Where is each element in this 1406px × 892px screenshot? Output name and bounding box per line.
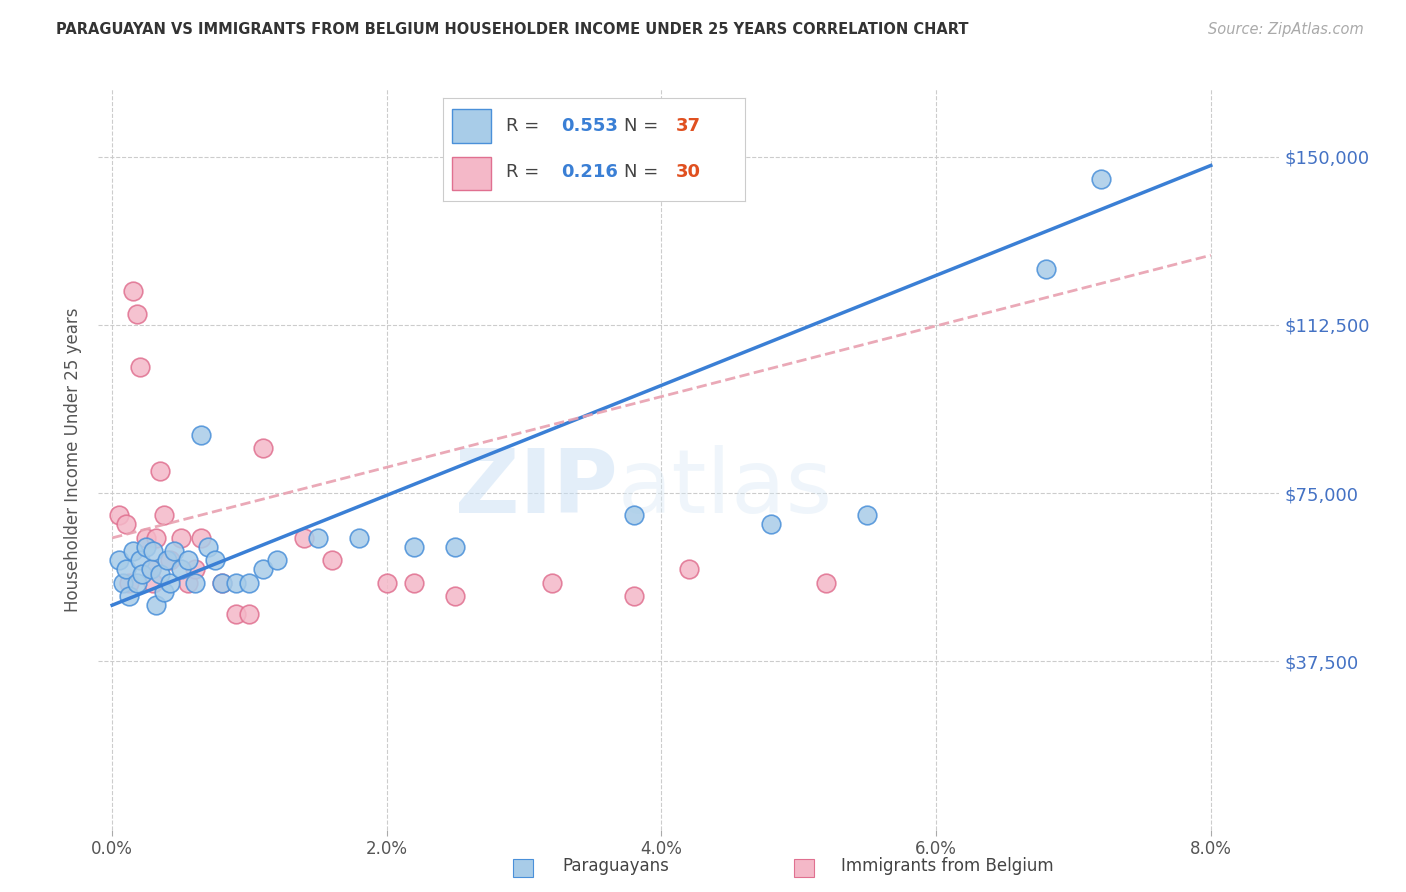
Point [121,284,143,298]
Point [238,607,260,622]
Point [131,566,153,581]
Point [125,575,148,590]
Point [761,517,783,532]
Point [252,441,274,455]
Point [190,531,212,545]
Point [678,562,700,576]
Point [128,553,150,567]
Point [623,508,645,523]
Text: N =: N = [624,118,658,136]
Y-axis label: Householder Income Under 25 years: Householder Income Under 25 years [65,307,83,612]
Point [142,544,165,558]
Text: Paraguayans: Paraguayans [562,857,669,875]
Point [321,553,343,567]
Point [540,575,562,590]
FancyBboxPatch shape [451,157,491,190]
Text: ZIP: ZIP [456,445,619,533]
Point [404,575,426,590]
Point [176,553,198,567]
Point [128,360,150,375]
Text: R =: R = [506,163,540,181]
Point [307,531,329,545]
Point [153,584,176,599]
Point [294,531,316,545]
Point [117,589,139,603]
Point [375,575,398,590]
Point [149,566,172,581]
Point [204,553,226,567]
Point [145,531,167,545]
Text: 0.553: 0.553 [561,118,617,136]
Point [142,575,165,590]
Point [139,562,162,576]
Point [117,575,139,590]
Point [266,553,288,567]
Point [112,575,135,590]
Point [815,575,838,590]
Point [211,575,233,590]
Point [252,562,274,576]
Text: N =: N = [624,163,658,181]
Point [153,508,176,523]
Point [145,598,167,612]
Point [1035,261,1057,276]
Text: 0.216: 0.216 [561,163,617,181]
FancyBboxPatch shape [451,110,491,144]
Text: Immigrants from Belgium: Immigrants from Belgium [841,857,1053,875]
Point [135,540,157,554]
Point [444,589,467,603]
Text: PARAGUAYAN VS IMMIGRANTS FROM BELGIUM HOUSEHOLDER INCOME UNDER 25 YEARS CORRELAT: PARAGUAYAN VS IMMIGRANTS FROM BELGIUM HO… [56,22,969,37]
Text: 30: 30 [676,163,700,181]
Point [115,517,138,532]
Point [183,562,205,576]
Point [159,575,181,590]
Point [139,562,162,576]
Point [444,540,467,554]
Point [163,544,186,558]
Point [125,307,148,321]
Point [1090,172,1112,186]
Text: 37: 37 [676,118,700,136]
Point [238,575,260,590]
Point [159,553,181,567]
Point [170,531,193,545]
Point [856,508,879,523]
Point [211,575,233,590]
Text: R =: R = [506,118,540,136]
Point [170,562,193,576]
Point [349,531,371,545]
Point [176,575,198,590]
Point [190,427,212,442]
Point [197,540,219,554]
Point [404,540,426,554]
Text: atlas: atlas [619,445,834,533]
Point [135,531,157,545]
Point [149,464,172,478]
Point [108,508,131,523]
Point [225,607,247,622]
Point [225,575,247,590]
Point [108,553,131,567]
Text: Source: ZipAtlas.com: Source: ZipAtlas.com [1208,22,1364,37]
Point [156,553,179,567]
Point [623,589,645,603]
Point [183,575,205,590]
Point [115,562,138,576]
Point [121,544,143,558]
